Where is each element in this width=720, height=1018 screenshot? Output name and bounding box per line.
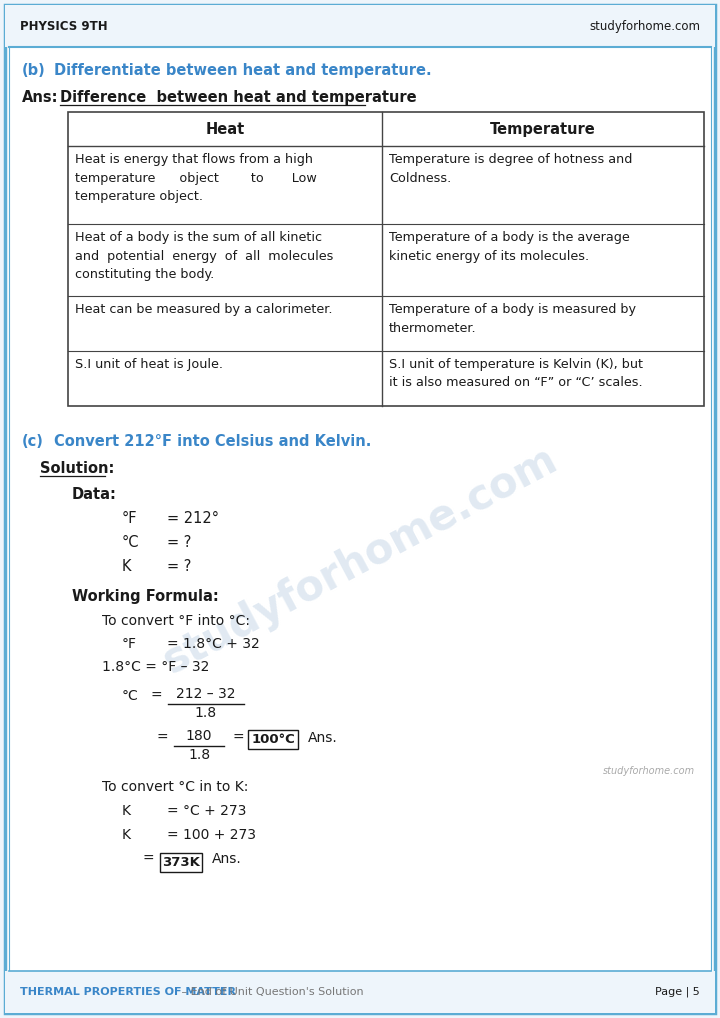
Bar: [160, 853, 202, 872]
Text: °F: °F: [122, 637, 137, 651]
Text: S.I unit of heat is Joule.: S.I unit of heat is Joule.: [75, 358, 223, 371]
Text: =: =: [150, 689, 161, 703]
Text: Data:: Data:: [72, 487, 117, 502]
Text: =: =: [156, 731, 168, 745]
Text: THERMAL PROPERTIES OF MATTER: THERMAL PROPERTIES OF MATTER: [20, 987, 236, 997]
Text: Heat of a body is the sum of all kinetic
and  potential  energy  of  all  molecu: Heat of a body is the sum of all kinetic…: [75, 231, 333, 281]
Bar: [68, 112, 704, 406]
Text: K: K: [122, 828, 131, 842]
Text: 180: 180: [186, 729, 212, 743]
Text: = °C + 273: = °C + 273: [167, 804, 246, 818]
Text: (c): (c): [22, 434, 44, 449]
Text: S.I unit of temperature is Kelvin (K), but
it is also measured on “F” or “C’ sca: S.I unit of temperature is Kelvin (K), b…: [389, 358, 643, 390]
Text: K: K: [122, 559, 132, 574]
Text: °C: °C: [122, 689, 139, 703]
Text: Ans.: Ans.: [212, 852, 242, 866]
Text: Difference  between heat and temperature: Difference between heat and temperature: [60, 90, 417, 105]
Text: 1.8°C = °F – 32: 1.8°C = °F – 32: [102, 660, 210, 674]
Bar: [5, 5, 715, 47]
Text: (b): (b): [22, 63, 46, 78]
Text: = 100 + 273: = 100 + 273: [167, 828, 256, 842]
Text: Heat can be measured by a calorimeter.: Heat can be measured by a calorimeter.: [75, 303, 333, 316]
Text: studyforhome.com: studyforhome.com: [589, 19, 700, 33]
Text: – End of Unit Question's Solution: – End of Unit Question's Solution: [179, 987, 364, 997]
Text: Heat: Heat: [205, 121, 245, 136]
Bar: [5, 971, 715, 1013]
Text: °C: °C: [122, 535, 140, 550]
Text: To convert °C in to K:: To convert °C in to K:: [102, 780, 248, 794]
Text: °F: °F: [122, 511, 138, 526]
Text: Convert 212°F into Celsius and Kelvin.: Convert 212°F into Celsius and Kelvin.: [54, 434, 372, 449]
Text: PHYSICS 9TH: PHYSICS 9TH: [20, 19, 107, 33]
Text: = ?: = ?: [167, 559, 192, 574]
Text: K: K: [122, 804, 131, 818]
Text: 100°C: 100°C: [251, 733, 295, 746]
Text: Temperature of a body is measured by
thermometer.: Temperature of a body is measured by the…: [389, 303, 636, 335]
Text: studyforhome.com: studyforhome.com: [603, 766, 695, 776]
Text: Differentiate between heat and temperature.: Differentiate between heat and temperatu…: [54, 63, 431, 78]
Text: 1.8: 1.8: [195, 706, 217, 720]
Text: Temperature: Temperature: [490, 121, 596, 136]
Text: Heat is energy that flows from a high
temperature      object        to       Lo: Heat is energy that flows from a high te…: [75, 153, 317, 203]
Text: 212 – 32: 212 – 32: [176, 687, 235, 701]
Text: To convert °F into °C:: To convert °F into °C:: [102, 614, 250, 628]
Text: = ?: = ?: [167, 535, 192, 550]
Text: Solution:: Solution:: [40, 461, 114, 476]
Text: Working Formula:: Working Formula:: [72, 589, 219, 604]
Text: =: =: [142, 852, 153, 866]
Text: Page | 5: Page | 5: [655, 986, 700, 998]
Text: Ans.: Ans.: [308, 731, 338, 745]
Text: 1.8: 1.8: [188, 748, 210, 762]
Text: = 1.8°C + 32: = 1.8°C + 32: [167, 637, 260, 651]
Text: Ans:: Ans:: [22, 90, 58, 105]
Text: = 212°: = 212°: [167, 511, 219, 526]
Text: studyforhome.com: studyforhome.com: [156, 438, 564, 682]
Text: 373K: 373K: [162, 856, 200, 869]
Text: Temperature is degree of hotness and
Coldness.: Temperature is degree of hotness and Col…: [389, 153, 632, 184]
Text: Temperature of a body is the average
kinetic energy of its molecules.: Temperature of a body is the average kin…: [389, 231, 630, 263]
Text: =: =: [232, 731, 243, 745]
Bar: [248, 730, 298, 749]
